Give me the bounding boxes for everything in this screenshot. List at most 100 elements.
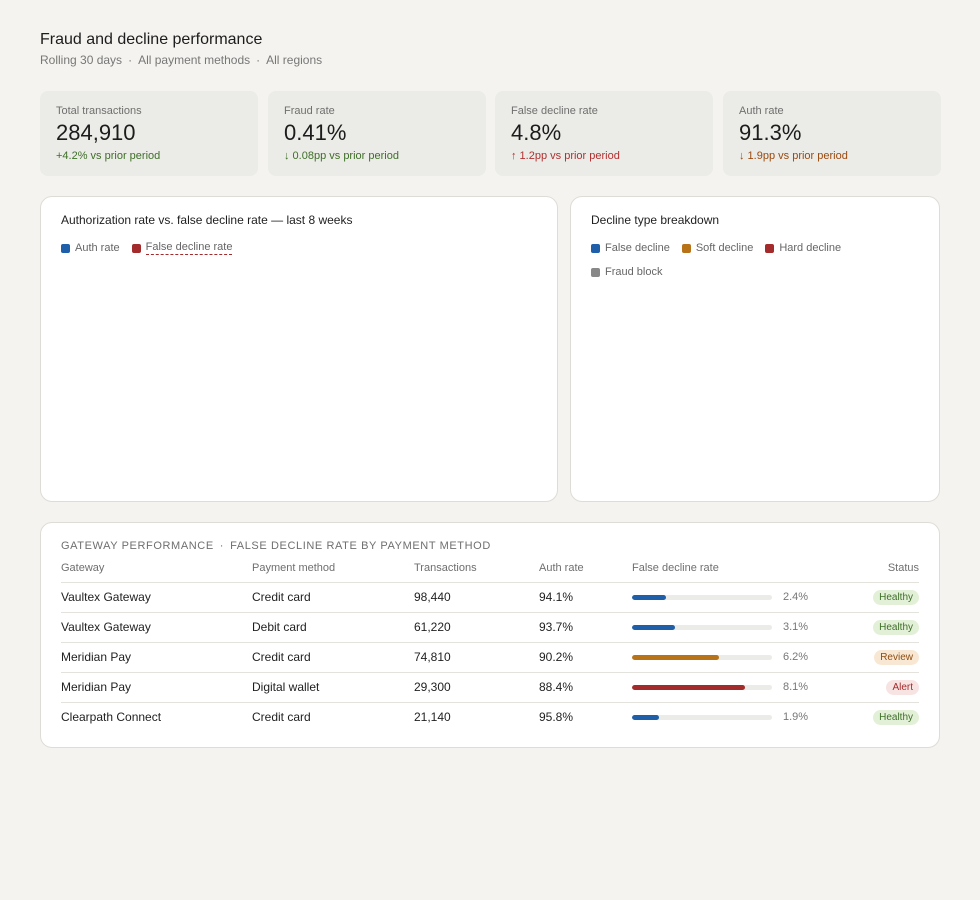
legend-swatch: [591, 267, 600, 277]
table-row[interactable]: Vaultex Gateway Credit card 98,440 94.1%…: [61, 582, 919, 613]
legend-label: Auth rate: [75, 242, 120, 254]
table-row[interactable]: Clearpath Connect Credit card 21,140 95.…: [61, 702, 919, 732]
cell-gateway: Clearpath Connect: [61, 710, 162, 725]
bar-track: [632, 654, 772, 660]
false-decline-bar: 1.9%: [632, 711, 832, 723]
status-badge: Healthy: [873, 590, 919, 605]
kpi-value: 91.3%: [739, 120, 802, 145]
bar-track: [632, 684, 772, 690]
bar-fill: [632, 654, 719, 660]
bar-track: [632, 594, 772, 600]
kpi-false-decline-rate: False decline rate 4.8% ↑ 1.2pp vs prior…: [495, 91, 713, 176]
cell-transactions: 21,140: [414, 710, 451, 725]
legend-label: Fraud block: [605, 266, 663, 278]
filter-summary: Rolling 30 days · All payment methods · All …: [40, 53, 323, 67]
false-decline-value: 2.4%: [783, 591, 809, 603]
bar-fill: [632, 594, 666, 600]
cell-status: Healthy: [832, 612, 919, 643]
false-decline-bar: 8.1%: [632, 681, 832, 693]
cell-payment-method: Credit card: [252, 710, 311, 725]
false-decline-value: 8.1%: [783, 681, 809, 693]
cell-transactions: 29,300: [414, 672, 539, 703]
cell-payment-method: Digital wallet: [252, 672, 414, 703]
kpi-label: Fraud rate: [284, 105, 335, 117]
legend-label: Hard decline: [779, 242, 842, 254]
false-decline-value: 6.2%: [783, 651, 809, 663]
table-row[interactable]: Meridian Pay Credit card 74,810 90.2% 6.…: [61, 642, 919, 673]
cell-auth-rate: 94.1%: [539, 582, 632, 613]
legend-swatch: [681, 243, 691, 253]
cell-payment-method: Credit card: [252, 582, 414, 613]
bar-fill: [632, 714, 659, 720]
kpi-total-transactions: Total transactions 284,910 +4.2% vs prio…: [40, 91, 258, 176]
cell-auth-rate: 95.8%: [539, 710, 574, 725]
kpi-delta: ↑ 1.2pp vs prior period: [511, 150, 620, 162]
gateway-table-heading: GATEWAY PERFORMANCE · FALSE DECLINE RATE B…: [61, 540, 491, 552]
kpi-value: 0.41%: [284, 120, 347, 145]
legend-label: Soft decline: [695, 242, 754, 254]
kpi-auth-rate: Auth rate 91.3% ↓ 1.9pp vs prior period: [723, 91, 941, 176]
kpi-delta: ↓ 0.08pp vs prior period: [284, 150, 399, 162]
cell-gateway: Vaultex Gateway: [61, 582, 252, 613]
table-row[interactable]: Meridian Pay Digital wallet 29,300 88.4%…: [61, 672, 919, 703]
legend-label: False decline rate: [145, 241, 233, 255]
column-header-payment-method[interactable]: Payment method: [252, 555, 414, 583]
false-decline-value: 1.9%: [783, 711, 809, 724]
status-badge: Healthy: [873, 710, 919, 726]
status-badge: Review: [874, 650, 919, 665]
kpi-fraud-rate: Fraud rate 0.41% ↓ 0.08pp vs prior perio…: [268, 91, 486, 176]
false-decline-value: 3.1%: [783, 621, 809, 633]
legend-item-auth-rate[interactable]: Auth rate: [61, 240, 120, 256]
legend-item-false-decline-rate[interactable]: False decline rate: [131, 240, 233, 256]
legend-item-hard-decline[interactable]: Hard decline: [765, 240, 841, 256]
column-header-auth-rate[interactable]: Auth rate: [539, 555, 632, 583]
filter-payment-methods[interactable]: All payment methods: [138, 53, 251, 67]
column-header-status[interactable]: Status: [832, 555, 919, 583]
cell-false-decline-rate: 2.4%: [632, 582, 832, 613]
cell-false-decline-rate: 3.1%: [632, 612, 832, 643]
false-decline-bar: 2.4%: [632, 591, 832, 603]
kpi-label: Auth rate: [739, 105, 784, 117]
cell-payment-method: Credit card: [252, 642, 414, 673]
cell-auth-rate: 88.4%: [539, 672, 632, 703]
false-decline-bar: 3.1%: [632, 621, 832, 633]
cell-status: Healthy: [832, 702, 919, 732]
kpi-value: 284,910: [56, 120, 136, 145]
cell-transactions: 98,440: [414, 582, 539, 613]
cell-status: Review: [832, 642, 919, 673]
cell-gateway: Meridian Pay: [61, 672, 252, 703]
gateway-performance-card: GATEWAY PERFORMANCE · FALSE DECLINE RATE B…: [40, 522, 940, 748]
cell-auth-rate: 93.7%: [539, 612, 632, 643]
legend-item-fraud-block[interactable]: Fraud block: [591, 264, 662, 280]
cell-false-decline-rate: 1.9%: [632, 702, 832, 732]
column-header-transactions[interactable]: Transactions: [414, 555, 539, 583]
column-header-gateway[interactable]: Gateway: [61, 555, 252, 583]
status-badge: Healthy: [873, 620, 919, 635]
decline-breakdown-card: Decline type breakdown False decline Sof…: [570, 196, 940, 502]
legend-label: False decline: [605, 242, 670, 254]
false-decline-bar: 6.2%: [632, 651, 832, 663]
status-badge: Alert: [886, 680, 919, 695]
filter-regions[interactable]: All regions: [266, 53, 323, 67]
decline-breakdown-title: Decline type breakdown: [591, 213, 720, 227]
bar-track: [632, 624, 772, 630]
cell-status: Alert: [832, 672, 919, 703]
legend-item-soft-decline[interactable]: Soft decline: [681, 240, 754, 256]
legend-swatch: [61, 243, 70, 253]
kpi-label: Total transactions: [56, 105, 142, 117]
kpi-value: 4.8%: [511, 120, 562, 145]
table-row[interactable]: Vaultex Gateway Debit card 61,220 93.7% …: [61, 612, 919, 643]
cell-payment-method: Debit card: [252, 612, 414, 643]
column-header-false-decline-rate[interactable]: False decline rate: [632, 555, 832, 583]
filter-period[interactable]: Rolling 30 days: [40, 53, 123, 67]
page-title: Fraud and decline performance: [40, 31, 263, 48]
legend-item-false-decline[interactable]: False decline: [591, 240, 670, 256]
trend-chart-legend: Auth rate False decline rate: [61, 240, 244, 264]
cell-status: Healthy: [832, 582, 919, 613]
bar-fill: [632, 684, 746, 690]
cell-transactions: 74,810: [414, 642, 539, 673]
cell-gateway: Vaultex Gateway: [61, 612, 252, 643]
gateway-table-header-row: Gateway Payment method Transactions Auth…: [61, 555, 919, 583]
cell-gateway: Meridian Pay: [61, 642, 252, 673]
cell-transactions: 61,220: [414, 612, 539, 643]
